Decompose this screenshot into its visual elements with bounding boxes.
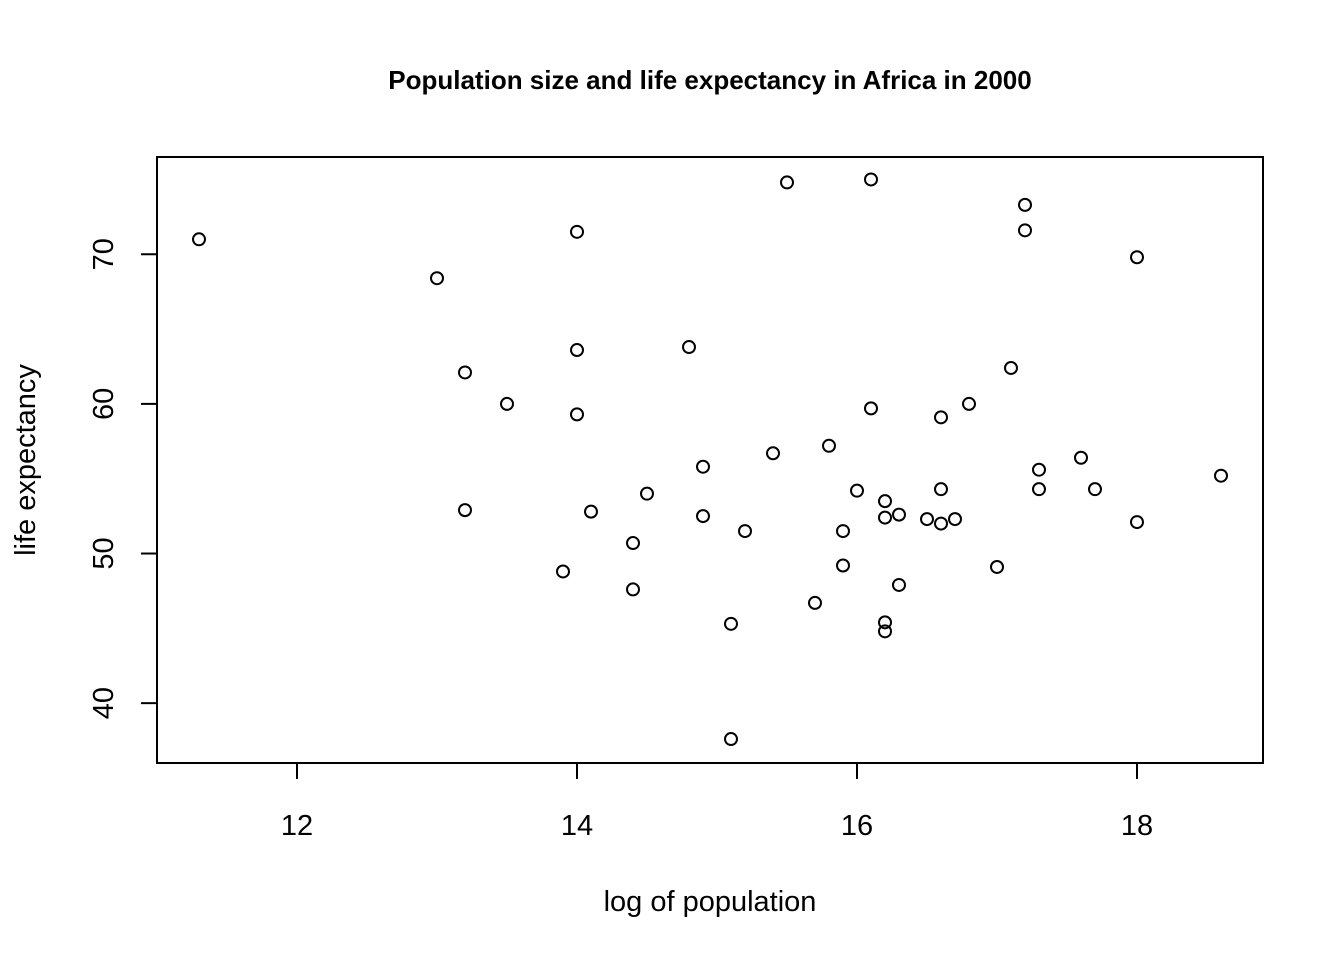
data-point	[696, 459, 710, 474]
scatter-points	[192, 172, 1228, 747]
data-point	[682, 340, 696, 355]
data-point	[962, 396, 976, 411]
x-tick-label: 18	[1121, 810, 1153, 842]
data-point	[864, 172, 878, 187]
data-point	[990, 559, 1004, 574]
data-point	[556, 564, 570, 579]
y-tick-label: 70	[88, 238, 120, 270]
chart-title: Population size and life expectancy in A…	[388, 65, 1031, 95]
data-point	[822, 438, 836, 453]
data-point	[934, 482, 948, 497]
data-point	[1214, 468, 1228, 483]
data-point	[192, 232, 206, 247]
data-point	[570, 407, 584, 422]
data-point	[920, 512, 934, 527]
data-point	[724, 616, 738, 631]
data-point	[626, 536, 640, 551]
x-axis: 12 14 16 18	[281, 762, 1153, 842]
y-tick-label: 60	[88, 388, 120, 420]
data-point	[458, 503, 472, 518]
data-point	[836, 558, 850, 573]
y-axis: 40 50 60 70	[88, 238, 158, 719]
y-tick-label: 50	[88, 537, 120, 569]
data-point	[626, 582, 640, 597]
data-point	[1130, 515, 1144, 530]
data-point	[584, 504, 598, 519]
data-point	[430, 271, 444, 286]
x-axis-label: log of population	[604, 886, 817, 918]
data-point	[780, 175, 794, 190]
y-tick-label: 40	[88, 687, 120, 719]
data-point	[892, 577, 906, 592]
data-point	[892, 507, 906, 522]
data-point	[458, 365, 472, 380]
data-point	[1074, 450, 1088, 465]
data-point	[1130, 250, 1144, 265]
data-point	[570, 343, 584, 358]
data-point	[640, 486, 654, 501]
y-axis-label: life expectancy	[10, 364, 42, 556]
x-tick-label: 12	[281, 810, 313, 842]
data-point	[724, 732, 738, 747]
data-point	[738, 524, 752, 539]
data-point	[948, 512, 962, 527]
data-point	[836, 524, 850, 539]
data-point	[864, 401, 878, 416]
data-point	[1032, 462, 1046, 477]
data-point	[766, 446, 780, 461]
data-point	[1088, 482, 1102, 497]
data-point	[934, 410, 948, 425]
data-point	[878, 494, 892, 509]
x-tick-label: 16	[841, 810, 873, 842]
data-point	[696, 509, 710, 524]
data-point	[500, 396, 514, 411]
plot-area-border	[156, 156, 1264, 764]
data-point	[1032, 482, 1046, 497]
data-point	[878, 615, 892, 630]
data-point	[934, 516, 948, 531]
data-point	[808, 595, 822, 610]
data-point	[878, 510, 892, 525]
data-point	[850, 483, 864, 498]
data-point	[1018, 197, 1032, 212]
data-point	[1004, 360, 1018, 375]
data-point	[878, 624, 892, 639]
data-point	[570, 224, 584, 239]
data-point	[1018, 223, 1032, 238]
x-tick-label: 14	[561, 810, 593, 842]
